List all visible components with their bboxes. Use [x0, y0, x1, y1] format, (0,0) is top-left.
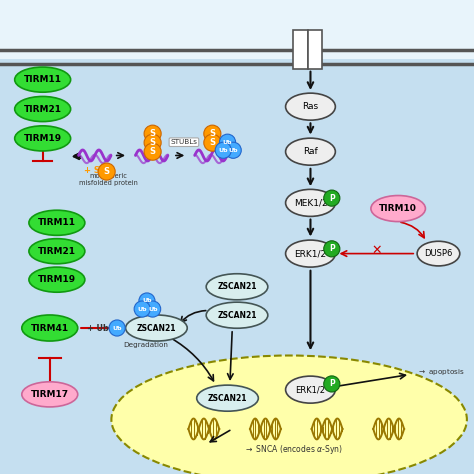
Circle shape — [324, 241, 340, 257]
Ellipse shape — [15, 67, 71, 92]
Circle shape — [215, 142, 231, 158]
FancyBboxPatch shape — [0, 0, 474, 59]
Ellipse shape — [111, 356, 467, 474]
Text: TIRM11: TIRM11 — [24, 75, 62, 84]
Text: Ub: Ub — [142, 299, 152, 303]
Text: Ub: Ub — [137, 307, 147, 311]
Text: ✕: ✕ — [372, 244, 382, 257]
Ellipse shape — [206, 302, 268, 328]
Text: Ub: Ub — [223, 140, 232, 145]
Text: + S: + S — [84, 166, 100, 175]
Text: $\rightarrow$ apoptosis: $\rightarrow$ apoptosis — [417, 367, 465, 377]
Text: ZSCAN21: ZSCAN21 — [217, 283, 257, 291]
Text: DUSP6: DUSP6 — [424, 249, 453, 258]
Circle shape — [219, 134, 236, 150]
Text: Ub: Ub — [148, 307, 157, 311]
Ellipse shape — [22, 315, 78, 341]
Circle shape — [204, 134, 221, 151]
Text: P: P — [329, 380, 335, 388]
Text: S: S — [150, 138, 155, 147]
Ellipse shape — [417, 241, 460, 266]
Circle shape — [134, 301, 150, 317]
Text: TIRM17: TIRM17 — [31, 390, 69, 399]
Text: Ub: Ub — [228, 148, 238, 153]
Ellipse shape — [29, 267, 85, 292]
Ellipse shape — [285, 93, 336, 120]
Circle shape — [144, 134, 161, 151]
Text: STUBLs: STUBLs — [171, 139, 197, 145]
Ellipse shape — [22, 382, 78, 407]
Text: TIRM21: TIRM21 — [38, 247, 76, 255]
Ellipse shape — [15, 126, 71, 151]
FancyBboxPatch shape — [293, 30, 308, 69]
Ellipse shape — [285, 240, 336, 267]
Circle shape — [145, 301, 161, 317]
Ellipse shape — [29, 239, 85, 264]
Ellipse shape — [285, 376, 336, 403]
Circle shape — [139, 293, 155, 309]
FancyBboxPatch shape — [308, 30, 322, 69]
Text: TIRM21: TIRM21 — [24, 105, 62, 113]
Text: P: P — [329, 245, 335, 253]
Text: TIRM19: TIRM19 — [38, 275, 76, 284]
Ellipse shape — [285, 190, 336, 217]
Circle shape — [144, 125, 161, 142]
Text: S: S — [104, 167, 109, 176]
Ellipse shape — [206, 274, 268, 300]
Text: $\rightarrow$ SNCA (encodes $\alpha$-Syn): $\rightarrow$ SNCA (encodes $\alpha$-Syn… — [245, 443, 343, 456]
Text: MEK1/2: MEK1/2 — [294, 199, 327, 207]
Circle shape — [324, 376, 340, 392]
Text: TIRM19: TIRM19 — [24, 134, 62, 143]
Text: TIRM11: TIRM11 — [38, 219, 76, 227]
Text: ZSCAN21: ZSCAN21 — [137, 324, 176, 332]
Circle shape — [204, 125, 221, 142]
Ellipse shape — [29, 210, 85, 236]
Circle shape — [98, 163, 115, 180]
Text: S: S — [210, 138, 215, 147]
Text: P: P — [329, 194, 335, 202]
Ellipse shape — [285, 138, 336, 165]
Text: Ub: Ub — [219, 148, 228, 153]
Text: ERK1/2: ERK1/2 — [295, 385, 326, 394]
Text: Raf: Raf — [303, 147, 318, 156]
Text: Degradation: Degradation — [124, 342, 168, 348]
Text: TIRM10: TIRM10 — [379, 204, 417, 213]
Text: + Ub: + Ub — [87, 324, 109, 332]
Circle shape — [109, 320, 125, 336]
Text: ZSCAN21: ZSCAN21 — [217, 311, 257, 319]
Text: S: S — [150, 129, 155, 138]
Ellipse shape — [15, 97, 71, 121]
Text: Ras: Ras — [302, 102, 319, 111]
Circle shape — [324, 190, 340, 206]
Text: S: S — [150, 147, 155, 156]
Text: ERK1/2: ERK1/2 — [294, 249, 327, 258]
Circle shape — [144, 143, 161, 160]
Text: ZSCAN21: ZSCAN21 — [208, 394, 247, 402]
Text: S: S — [210, 129, 215, 138]
Text: TIRM41: TIRM41 — [31, 324, 69, 332]
Text: Ub: Ub — [112, 326, 122, 330]
Circle shape — [225, 142, 241, 158]
Ellipse shape — [126, 315, 187, 341]
Text: monomeric
misfolded protein: monomeric misfolded protein — [79, 173, 137, 185]
Ellipse shape — [197, 385, 258, 411]
Ellipse shape — [371, 195, 425, 222]
